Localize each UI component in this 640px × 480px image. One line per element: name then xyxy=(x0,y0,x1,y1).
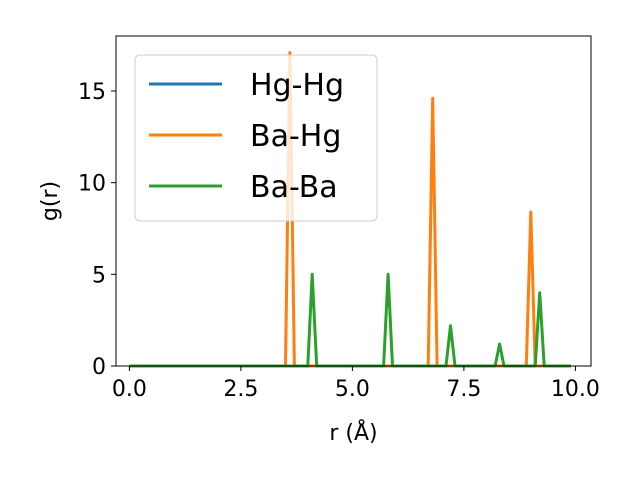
x-tick-label: 7.5 xyxy=(446,377,481,402)
y-axis: 0 5 10 15 xyxy=(78,80,116,380)
x-axis: 0.0 2.5 5.0 7.5 10.0 xyxy=(112,366,600,402)
y-tick-label: 0 xyxy=(92,355,106,380)
legend-label-ba-hg: Ba-Hg xyxy=(250,119,341,154)
y-tick-label: 15 xyxy=(78,80,106,105)
y-tick-label: 10 xyxy=(78,172,106,197)
legend-box xyxy=(134,54,378,222)
legend-label-ba-ba: Ba-Ba xyxy=(250,170,338,205)
x-tick-label: 10.0 xyxy=(551,377,600,402)
plot-frame xyxy=(115,35,592,367)
series-line-ba-ba xyxy=(129,272,571,368)
x-tick-label: 2.5 xyxy=(223,377,258,402)
x-tick-label: 0.0 xyxy=(112,377,147,402)
y-axis-label: g(r) xyxy=(38,181,63,221)
legend: Hg-Hg Ba-Hg Ba-Ba xyxy=(134,54,378,222)
x-tick-label: 5.0 xyxy=(335,377,370,402)
legend-label-hg-hg: Hg-Hg xyxy=(250,68,344,103)
y-tick-label: 5 xyxy=(92,263,106,288)
x-axis-label: r (Å) xyxy=(329,419,377,446)
